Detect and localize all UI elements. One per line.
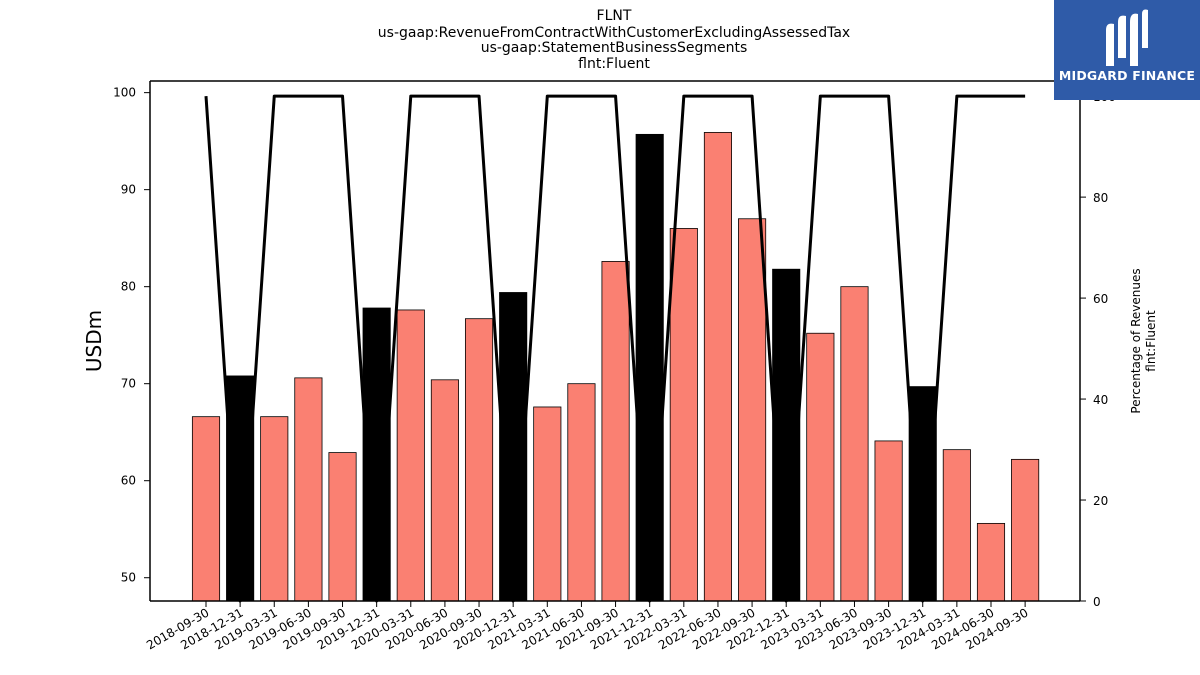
y2-tick-label-40: 40 (1093, 393, 1108, 407)
y2-tick-label-80: 80 (1093, 191, 1108, 205)
y-tick-label-90: 90 (121, 183, 136, 197)
bar-2022-09-30 (738, 218, 767, 602)
logo-mark-icon (1106, 9, 1148, 67)
y-tick-label-70: 70 (121, 377, 136, 391)
bars-group (191, 132, 1040, 602)
chart-title: FLNT us-gaap:RevenueFromContractWithCust… (378, 8, 850, 72)
bar-2024-06-30 (976, 522, 1006, 602)
y2-axis-label-line-2: flnt:Fluent (1144, 310, 1158, 372)
brand-logo: MIDGARD FINANCE (1054, 0, 1200, 100)
bar-2018-09-30 (191, 416, 221, 602)
axes-group (149, 80, 1081, 602)
bar-2023-09-30 (874, 440, 903, 602)
chart-title-line-3: us-gaap:StatementBusinessSegments (481, 40, 748, 56)
bar-2024-09-30 (1011, 458, 1040, 602)
chart-title-line-1: FLNT (597, 8, 632, 24)
y-tick-label-60: 60 (121, 474, 136, 488)
bar-2021-09-30 (601, 261, 630, 602)
y2-tick-label-20: 20 (1093, 494, 1108, 508)
y2-tick-label-60: 60 (1093, 292, 1108, 306)
bar-2021-03-31 (533, 406, 562, 602)
y2-axis-label-line-1: Percentage of Revenues (1129, 268, 1143, 413)
bar-2019-06-30 (294, 377, 323, 602)
bar-2022-12-31 (772, 268, 801, 602)
bar-2024-03-31 (942, 449, 971, 602)
y-axis-label: USDm (82, 310, 106, 372)
chart-title-line-4: flnt:Fluent (578, 56, 650, 72)
bar-2020-03-31 (396, 309, 425, 602)
bar-2020-09-30 (464, 318, 494, 602)
bar-2022-06-30 (703, 132, 732, 602)
y-tick-label-50: 50 (121, 571, 136, 585)
bar-2023-06-30 (840, 286, 869, 602)
bar-2018-12-31 (226, 375, 255, 602)
bar-2023-12-31 (908, 386, 937, 602)
y-tick-label-80: 80 (121, 280, 136, 294)
logo-text: MIDGARD FINANCE (1058, 68, 1196, 83)
y-tick-label-100: 100 (113, 86, 136, 100)
line-group (204, 94, 1026, 603)
bar-2019-09-30 (328, 452, 357, 602)
chart-title-line-2: us-gaap:RevenueFromContractWithCustomerE… (378, 25, 850, 41)
y2-tick-label-0: 0 (1093, 595, 1101, 609)
bar-2023-03-31 (806, 332, 835, 602)
bar-2022-03-31 (669, 228, 698, 602)
bar-2020-06-30 (430, 379, 459, 602)
percentage-line (204, 94, 1026, 603)
bar-2021-12-31 (635, 133, 664, 602)
bar-2021-06-30 (567, 383, 596, 602)
bar-2019-03-31 (260, 416, 289, 602)
